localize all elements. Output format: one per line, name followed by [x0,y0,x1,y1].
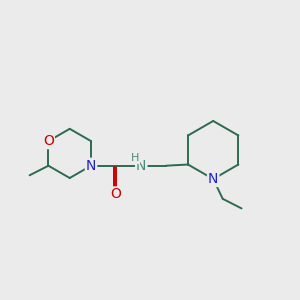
Text: O: O [43,134,54,148]
Text: H: H [131,153,139,163]
Text: O: O [110,188,121,201]
Text: N: N [86,159,96,173]
Text: N: N [208,172,218,186]
Text: N: N [136,159,146,173]
